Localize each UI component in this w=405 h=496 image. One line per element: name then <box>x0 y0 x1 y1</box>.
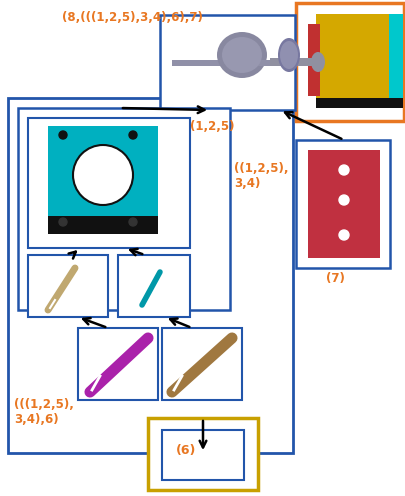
Bar <box>172 60 284 66</box>
Circle shape <box>59 218 67 226</box>
Circle shape <box>338 165 348 175</box>
Bar <box>48 216 158 234</box>
Ellipse shape <box>277 38 299 72</box>
Text: (8,(((1,2,5),3,4),6),7): (8,(((1,2,5),3,4),6),7) <box>62 11 202 24</box>
Circle shape <box>129 131 136 139</box>
Ellipse shape <box>222 37 261 73</box>
Bar <box>160 15 294 110</box>
Bar <box>78 328 158 400</box>
Bar <box>295 140 389 268</box>
Circle shape <box>338 230 348 240</box>
Circle shape <box>129 218 136 226</box>
Bar <box>162 430 243 480</box>
Bar <box>18 108 230 310</box>
Bar <box>241 60 291 66</box>
Bar <box>307 24 319 96</box>
Text: (((1,2,5),
3,4),6): (((1,2,5), 3,4),6) <box>14 398 74 426</box>
Circle shape <box>59 131 67 139</box>
Bar <box>8 98 292 453</box>
Bar <box>269 58 317 66</box>
Bar <box>48 126 158 232</box>
Bar <box>307 150 379 258</box>
Ellipse shape <box>216 32 266 78</box>
Bar <box>28 255 108 317</box>
Bar <box>148 418 257 490</box>
Ellipse shape <box>279 41 297 69</box>
Text: ((1,2,5),
3,4): ((1,2,5), 3,4) <box>233 162 288 190</box>
Bar <box>388 14 402 106</box>
Bar <box>28 118 190 248</box>
Text: (1,2,5): (1,2,5) <box>190 120 234 133</box>
Bar <box>315 14 391 106</box>
Text: (7): (7) <box>325 272 344 285</box>
Bar <box>162 328 241 400</box>
Bar <box>118 255 190 317</box>
Text: (6): (6) <box>175 444 196 457</box>
Ellipse shape <box>310 52 324 72</box>
Bar <box>315 98 402 108</box>
Bar <box>295 3 403 121</box>
Circle shape <box>338 195 348 205</box>
Ellipse shape <box>73 145 133 205</box>
